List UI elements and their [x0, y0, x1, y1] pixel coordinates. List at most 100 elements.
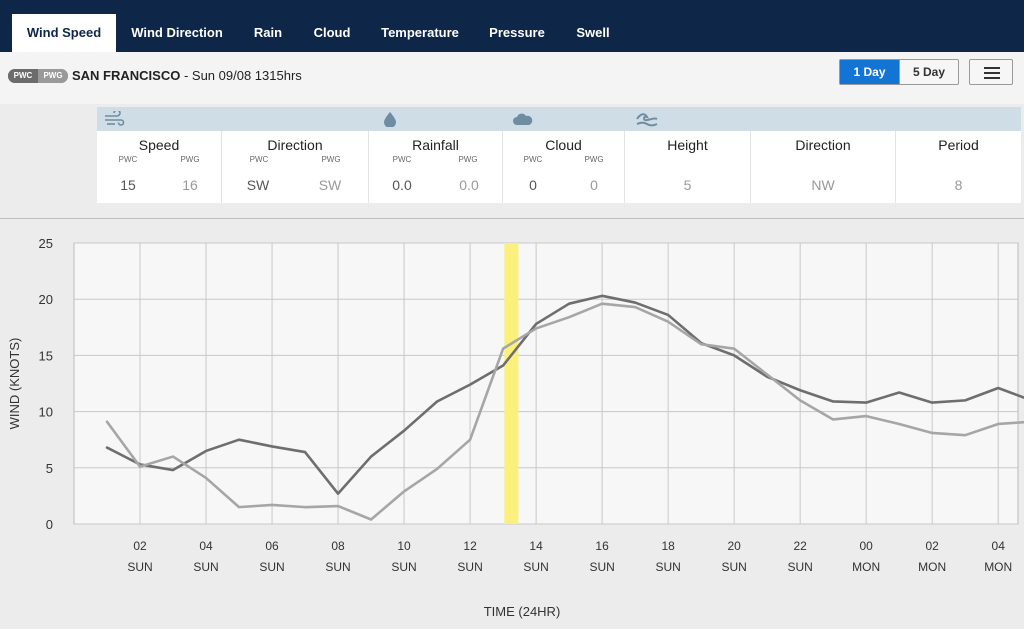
x-axis-label: TIME (24HR) — [484, 604, 561, 619]
cloud-label: Cloud — [545, 137, 582, 153]
y-tick-label: 10 — [39, 405, 53, 420]
y-axis-label: WIND (KNOTS) — [7, 338, 22, 430]
x-tick-day: SUN — [391, 560, 416, 574]
menu-icon-line — [984, 77, 1000, 79]
current-time-marker — [504, 243, 519, 524]
wind-chart-svg: 0 5 10 15 20 25 02 SUN 04 SUN 06 SUN 08 SUN 10 SUN 12 SUN… — [7, 236, 1024, 619]
x-tick-day: SUN — [589, 560, 614, 574]
x-tick-hour: 10 — [397, 539, 411, 553]
cloud-icon — [513, 113, 533, 125]
speed-label: Speed — [138, 137, 180, 153]
one-day-button[interactable]: 1 Day — [840, 60, 899, 84]
swell-height-value: 5 — [683, 177, 692, 193]
x-tick-hour: 16 — [595, 539, 609, 553]
cloud-column: Cloud PWC PWG 0 0 — [502, 131, 624, 203]
cloud-pwc-value: 0 — [529, 177, 537, 193]
x-tick-hour: 06 — [265, 539, 279, 553]
top-nav: Wind Speed Wind Direction Rain Cloud Tem… — [0, 0, 1024, 52]
swell-period-label: Period — [938, 137, 979, 153]
location-separator: - — [180, 68, 192, 83]
rainfall-pwc-value: 0.0 — [392, 177, 412, 193]
direction-pwc-value: SW — [246, 177, 270, 193]
swell-period-value: 8 — [954, 177, 963, 193]
tab-temperature[interactable]: Temperature — [381, 25, 459, 40]
menu-button[interactable] — [969, 59, 1013, 85]
tab-wind-speed[interactable]: Wind Speed — [12, 14, 116, 52]
swell-direction-column: Direction NW — [750, 131, 895, 203]
y-tick-label: 5 — [46, 461, 53, 476]
speed-pwg-label: PWG — [180, 155, 200, 164]
plot-area — [73, 242, 1019, 525]
direction-pwc-label: PWC — [249, 155, 269, 164]
x-tick-day: SUN — [127, 560, 152, 574]
x-tick-day: SUN — [259, 560, 284, 574]
five-day-button[interactable]: 5 Day — [899, 60, 958, 84]
rain-drop-icon — [384, 112, 396, 127]
x-tick-day: SUN — [523, 560, 548, 574]
swell-icon — [636, 113, 658, 127]
cloud-pwg-label: PWG — [584, 155, 604, 164]
direction-column: Direction PWC PWG SW SW — [221, 131, 368, 203]
rainfall-pwc-label: PWC — [392, 155, 412, 164]
tab-wind-direction[interactable]: Wind Direction — [131, 25, 223, 40]
y-tick-label: 15 — [39, 348, 53, 363]
x-tick-hour: 12 — [463, 539, 477, 553]
y-tick-label: 20 — [39, 292, 53, 307]
x-tick-hour: 20 — [727, 539, 741, 553]
x-tick-hour: 04 — [199, 539, 213, 553]
location-name: SAN FRANCISCO — [72, 68, 181, 83]
section-divider — [0, 218, 1024, 219]
menu-icon-line — [984, 72, 1000, 74]
wind-icon — [105, 111, 125, 126]
speed-pwc-label: PWC — [118, 155, 138, 164]
location-title: SAN FRANCISCO - Sun 09/08 1315hrs — [72, 68, 302, 83]
swell-height-label: Height — [667, 137, 708, 153]
badge-pwc: PWC — [8, 69, 38, 83]
x-tick-day: SUN — [457, 560, 482, 574]
x-tick-day: SUN — [721, 560, 746, 574]
x-tick-day: SUN — [193, 560, 218, 574]
cloud-pwc-label: PWC — [523, 155, 543, 164]
y-tick-label: 25 — [39, 236, 53, 251]
direction-pwg-value: SW — [318, 177, 342, 193]
x-tick-hour: 14 — [529, 539, 543, 553]
series-line-pwg — [105, 302, 1024, 521]
series-line-pwc — [105, 294, 1024, 495]
speed-pwg-value: 16 — [182, 177, 198, 193]
location-datetime: Sun 09/08 1315hrs — [191, 68, 302, 83]
cloud-pwg-value: 0 — [590, 177, 598, 193]
x-tick-hour: 02 — [133, 539, 147, 553]
rainfall-pwg-label: PWG — [458, 155, 478, 164]
x-tick-day: SUN — [325, 560, 350, 574]
x-tick-day: SUN — [655, 560, 680, 574]
day-range-toggle: 1 Day 5 Day — [839, 59, 959, 85]
swell-period-column: Period 8 — [895, 131, 1021, 203]
wind-chart: 0 5 10 15 20 25 02 SUN 04 SUN 06 SUN 08 SUN 10 SUN 12 SUN… — [0, 219, 1024, 629]
direction-pwg-label: PWG — [321, 155, 341, 164]
x-tick-day: SUN — [787, 560, 812, 574]
x-tick-hour: 04 — [992, 539, 1006, 553]
tab-rain[interactable]: Rain — [253, 25, 283, 40]
x-tick-hour: 22 — [793, 539, 807, 553]
conditions-summary: Speed PWC PWG 15 16 Direction PWC PWG SW… — [97, 107, 1021, 203]
summary-icon-bar — [97, 107, 1021, 131]
model-badges: PWC PWG — [8, 69, 68, 83]
tab-cloud[interactable]: Cloud — [313, 25, 351, 40]
rainfall-label: Rainfall — [412, 137, 459, 153]
y-tick-label: 0 — [46, 517, 53, 532]
x-tick-day: MON — [852, 560, 880, 574]
tab-pressure[interactable]: Pressure — [489, 25, 545, 40]
x-tick-hour: 08 — [331, 539, 345, 553]
x-tick-hour: 18 — [661, 539, 675, 553]
badge-pwg: PWG — [38, 69, 68, 83]
swell-direction-label: Direction — [795, 137, 851, 153]
rainfall-pwg-value: 0.0 — [459, 177, 479, 193]
speed-pwc-value: 15 — [120, 177, 136, 193]
rainfall-column: Rainfall PWC PWG 0.0 0.0 — [368, 131, 502, 203]
tab-swell[interactable]: Swell — [576, 25, 610, 40]
x-tick-day: MON — [984, 560, 1012, 574]
swell-height-column: Height 5 — [624, 131, 750, 203]
x-tick-hour: 02 — [926, 539, 940, 553]
speed-column: Speed PWC PWG 15 16 — [97, 131, 221, 203]
direction-label: Direction — [267, 137, 323, 153]
